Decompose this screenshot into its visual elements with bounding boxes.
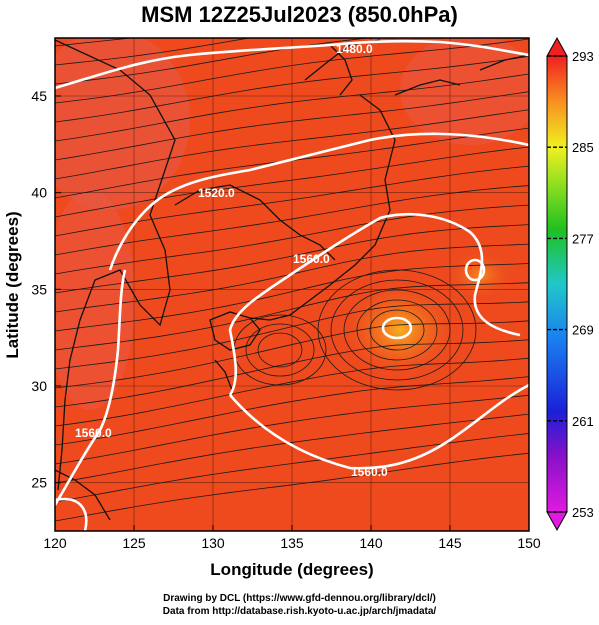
x-tick-label: 145 [438, 535, 462, 551]
warm-patch [340, 280, 460, 380]
y-axis: 25 30 35 40 45 [31, 88, 61, 491]
streamline [55, 357, 529, 427]
y-tick-label: 30 [31, 378, 47, 394]
streamline-swirl [356, 299, 438, 361]
streamline [55, 55, 529, 123]
streamline [55, 127, 529, 199]
cool-patch [400, 38, 529, 145]
graticule [55, 38, 529, 531]
contour-1560-south [229, 383, 529, 470]
colorbar-tick-label: 293 [572, 49, 594, 64]
geopotential-contours [55, 39, 529, 531]
streamline [55, 109, 529, 180]
streamline-swirl [343, 289, 451, 371]
contour-label: 1560.0 [75, 426, 112, 440]
streamline [55, 339, 529, 408]
streamline [55, 394, 529, 465]
y-tick-label: 25 [31, 475, 47, 491]
streamline [55, 320, 529, 389]
x-axis-label: Longitude (degrees) [210, 560, 373, 579]
contour-small-cell [464, 258, 486, 282]
y-tick-label: 40 [31, 185, 47, 201]
colorbar: 293 285 277 269 261 253 [546, 36, 594, 532]
x-axis: 120 125 130 135 140 145 150 [43, 525, 541, 551]
streamline-swirl [245, 323, 315, 377]
colorbar-scale [546, 55, 568, 513]
map-title: MSM 12Z25Jul2023 (850.0hPa) [141, 2, 458, 27]
contour-1520-west [55, 269, 127, 506]
streamline [55, 185, 529, 256]
contour-1560-north [228, 212, 521, 396]
credit-drawing: Drawing by DCL (https://www.gfd-dennou.o… [163, 593, 436, 604]
y-axis-label: Latitude (degrees) [3, 211, 22, 358]
colorbar-tick-label: 261 [572, 414, 594, 429]
cool-patch [55, 38, 190, 210]
colorbar-tick-label: 277 [572, 231, 594, 246]
y-tick-label: 45 [31, 88, 47, 104]
credits: Drawing by DCL (https://www.gfd-dennou.o… [0, 592, 599, 618]
credit-data: Data from http://database.rish.kyoto-u.a… [162, 606, 437, 617]
x-tick-label: 135 [280, 535, 304, 551]
map-plot-area: 1480.0 1520.0 1560.0 1560.0 1560.0 [55, 38, 529, 531]
contour-1520 [108, 132, 529, 271]
contour-1480 [55, 39, 529, 90]
wind-streamlines [55, 38, 529, 522]
x-tick-label: 140 [359, 535, 383, 551]
streamline [55, 146, 529, 218]
x-tick-label: 130 [201, 535, 225, 551]
streamline [55, 376, 529, 446]
streamline [55, 38, 252, 66]
contour-label: 1520.0 [198, 186, 235, 200]
streamline [55, 282, 529, 351]
streamline-swirl [330, 279, 464, 381]
contour-sw [55, 497, 88, 531]
streamline-swirl [257, 332, 303, 368]
streamline [55, 224, 529, 294]
colorbar-tick-label: 285 [572, 140, 594, 155]
streamline [55, 165, 529, 237]
contour-label: 1560.0 [351, 465, 388, 479]
x-tick-label: 150 [517, 535, 541, 551]
streamline [55, 91, 529, 161]
colorbar-tick-label: 269 [572, 323, 594, 338]
colorbar-lower-arrow [546, 511, 568, 532]
streamline-swirl [369, 309, 425, 351]
contour-label: 1480.0 [336, 42, 373, 56]
coastlines [55, 39, 529, 521]
colorbar-tick-label: 253 [572, 505, 594, 520]
contour-label: 1560.0 [293, 252, 330, 266]
streamline [55, 204, 529, 275]
streamline [55, 433, 529, 503]
streamline [55, 263, 529, 332]
colorbar-upper-arrow [546, 36, 568, 57]
streamline [55, 301, 529, 370]
x-tick-label: 125 [122, 535, 146, 551]
contour-high-center [381, 316, 413, 340]
streamline [55, 73, 529, 142]
x-tick-label: 120 [43, 535, 67, 551]
streamline [55, 452, 529, 522]
streamline [55, 38, 529, 104]
y-tick-label: 35 [31, 281, 47, 297]
